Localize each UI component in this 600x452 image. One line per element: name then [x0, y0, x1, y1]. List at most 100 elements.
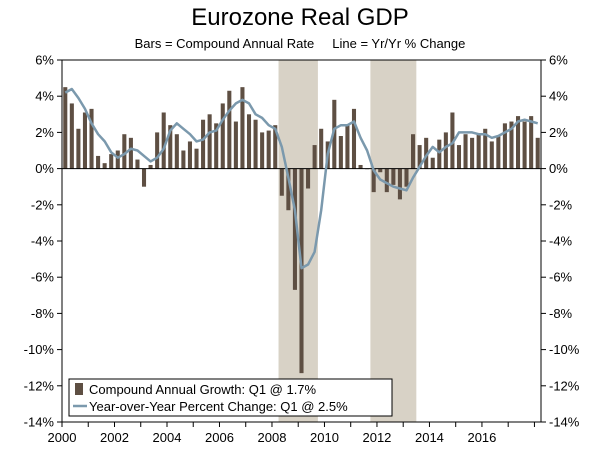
x-tick-label: 2004 — [153, 430, 182, 445]
legend-label-line: Year-over-Year Percent Change: Q1 @ 2.5% — [89, 399, 348, 414]
y-tick-label-right: -14% — [549, 415, 580, 430]
y-tick-label-right: -4% — [549, 234, 573, 249]
gdp-bar — [358, 164, 363, 169]
y-tick-label-left: -8% — [31, 306, 55, 321]
gdp-bar — [240, 87, 245, 169]
gdp-bar — [391, 168, 396, 185]
gdp-bar — [115, 150, 120, 169]
gdp-bar — [411, 134, 416, 169]
y-tick-label-right: 6% — [549, 53, 568, 68]
gdp-bar — [82, 112, 87, 169]
gdp-bar — [253, 119, 258, 169]
gdp-bar — [299, 168, 304, 374]
gdp-bar — [102, 163, 107, 169]
chart-subtitle: Bars = Compound Annual Rate Line = Yr/Yr… — [134, 36, 466, 51]
y-tick-label-left: -10% — [24, 342, 55, 357]
gdp-bar — [76, 128, 81, 169]
gdp-bar — [319, 128, 324, 169]
gdp-bar — [378, 168, 383, 173]
gdp-bar — [155, 132, 160, 169]
gdp-bar — [96, 155, 101, 169]
y-tick-label-right: 2% — [549, 125, 568, 140]
gdp-bar — [430, 157, 435, 169]
gdp-bar — [233, 121, 238, 169]
gdp-bar — [161, 112, 166, 169]
gdp-bar — [306, 168, 311, 189]
y-tick-label-right: 0% — [549, 161, 568, 176]
gdp-bar — [424, 137, 429, 169]
y-tick-label-right: 4% — [549, 89, 568, 104]
gdp-bar — [489, 141, 494, 169]
y-tick-label-left: -14% — [24, 415, 55, 430]
gdp-bar — [201, 119, 206, 169]
gdp-bar — [292, 168, 297, 290]
gdp-bar — [397, 168, 402, 200]
gdp-bar — [476, 134, 481, 169]
y-tick-label-left: -12% — [24, 378, 55, 393]
y-tick-label-left: -2% — [31, 197, 55, 212]
legend-box — [68, 378, 393, 417]
gdp-bar — [128, 137, 133, 169]
gdp-bar — [443, 132, 448, 169]
y-tick-label-right: -2% — [549, 197, 573, 212]
x-tick-label: 2002 — [100, 430, 129, 445]
gdp-bar — [384, 168, 389, 193]
gdp-bar — [509, 121, 514, 169]
y-tick-label-left: 4% — [35, 89, 54, 104]
gdp-bar — [279, 168, 284, 196]
y-tick-label-left: 6% — [35, 53, 54, 68]
x-tick-label: 2010 — [310, 430, 339, 445]
gdp-bar — [89, 108, 94, 169]
gdp-bar — [516, 116, 521, 169]
gdp-bar — [332, 99, 337, 169]
x-tick-label: 2000 — [48, 430, 77, 445]
gdp-bar — [174, 134, 179, 169]
gdp-bar — [207, 114, 212, 169]
x-tick-label: 2016 — [467, 430, 496, 445]
gdp-bar — [351, 108, 357, 169]
y-tick-label-left: 2% — [35, 125, 54, 140]
gdp-bar — [286, 168, 291, 211]
gdp-bar — [456, 145, 462, 169]
gdp-bar — [470, 137, 475, 169]
recession-shading — [370, 60, 417, 422]
yoy-line — [64, 87, 539, 270]
gdp-bar — [227, 90, 232, 169]
gdp-bar — [260, 132, 265, 169]
legend-bar-swatch — [75, 383, 83, 395]
gdp-bar — [266, 130, 271, 169]
gdp-bar — [246, 114, 252, 169]
gdp-bar — [529, 116, 534, 169]
gdp-bar — [214, 123, 219, 169]
gdp-bar — [141, 168, 147, 187]
gdp-bar — [109, 154, 114, 169]
gdp-bar — [535, 137, 540, 169]
y-tick-label-left: -4% — [31, 234, 55, 249]
gdp-bar — [220, 103, 225, 169]
gdp-bar — [135, 159, 140, 169]
gdp-bar — [69, 103, 74, 169]
gdp-bar — [168, 125, 173, 169]
gdp-bar — [312, 145, 317, 169]
y-tick-label-right: -10% — [549, 342, 580, 357]
y-tick-label-right: -6% — [549, 270, 573, 285]
gdp-bar — [345, 125, 350, 169]
gdp-bar — [371, 168, 376, 193]
gdp-bar — [187, 141, 192, 169]
gdp-bar — [463, 134, 468, 169]
gdp-bar — [63, 87, 68, 169]
gdp-bar — [273, 125, 278, 169]
y-tick-label-left: 0% — [35, 161, 54, 176]
gdp-bar — [338, 136, 343, 169]
y-tick-label-right: -8% — [549, 306, 573, 321]
legend-label-bars: Compound Annual Growth: Q1 @ 1.7% — [89, 382, 317, 397]
gdp-bar — [404, 168, 409, 187]
gdp-bar — [483, 128, 488, 169]
x-tick-label: 2008 — [258, 430, 287, 445]
gdp-bar — [181, 150, 186, 169]
chart-title: Eurozone Real GDP — [191, 4, 409, 31]
x-tick-label: 2006 — [205, 430, 234, 445]
gdp-bar — [522, 121, 527, 169]
gdp-bar — [417, 145, 422, 169]
